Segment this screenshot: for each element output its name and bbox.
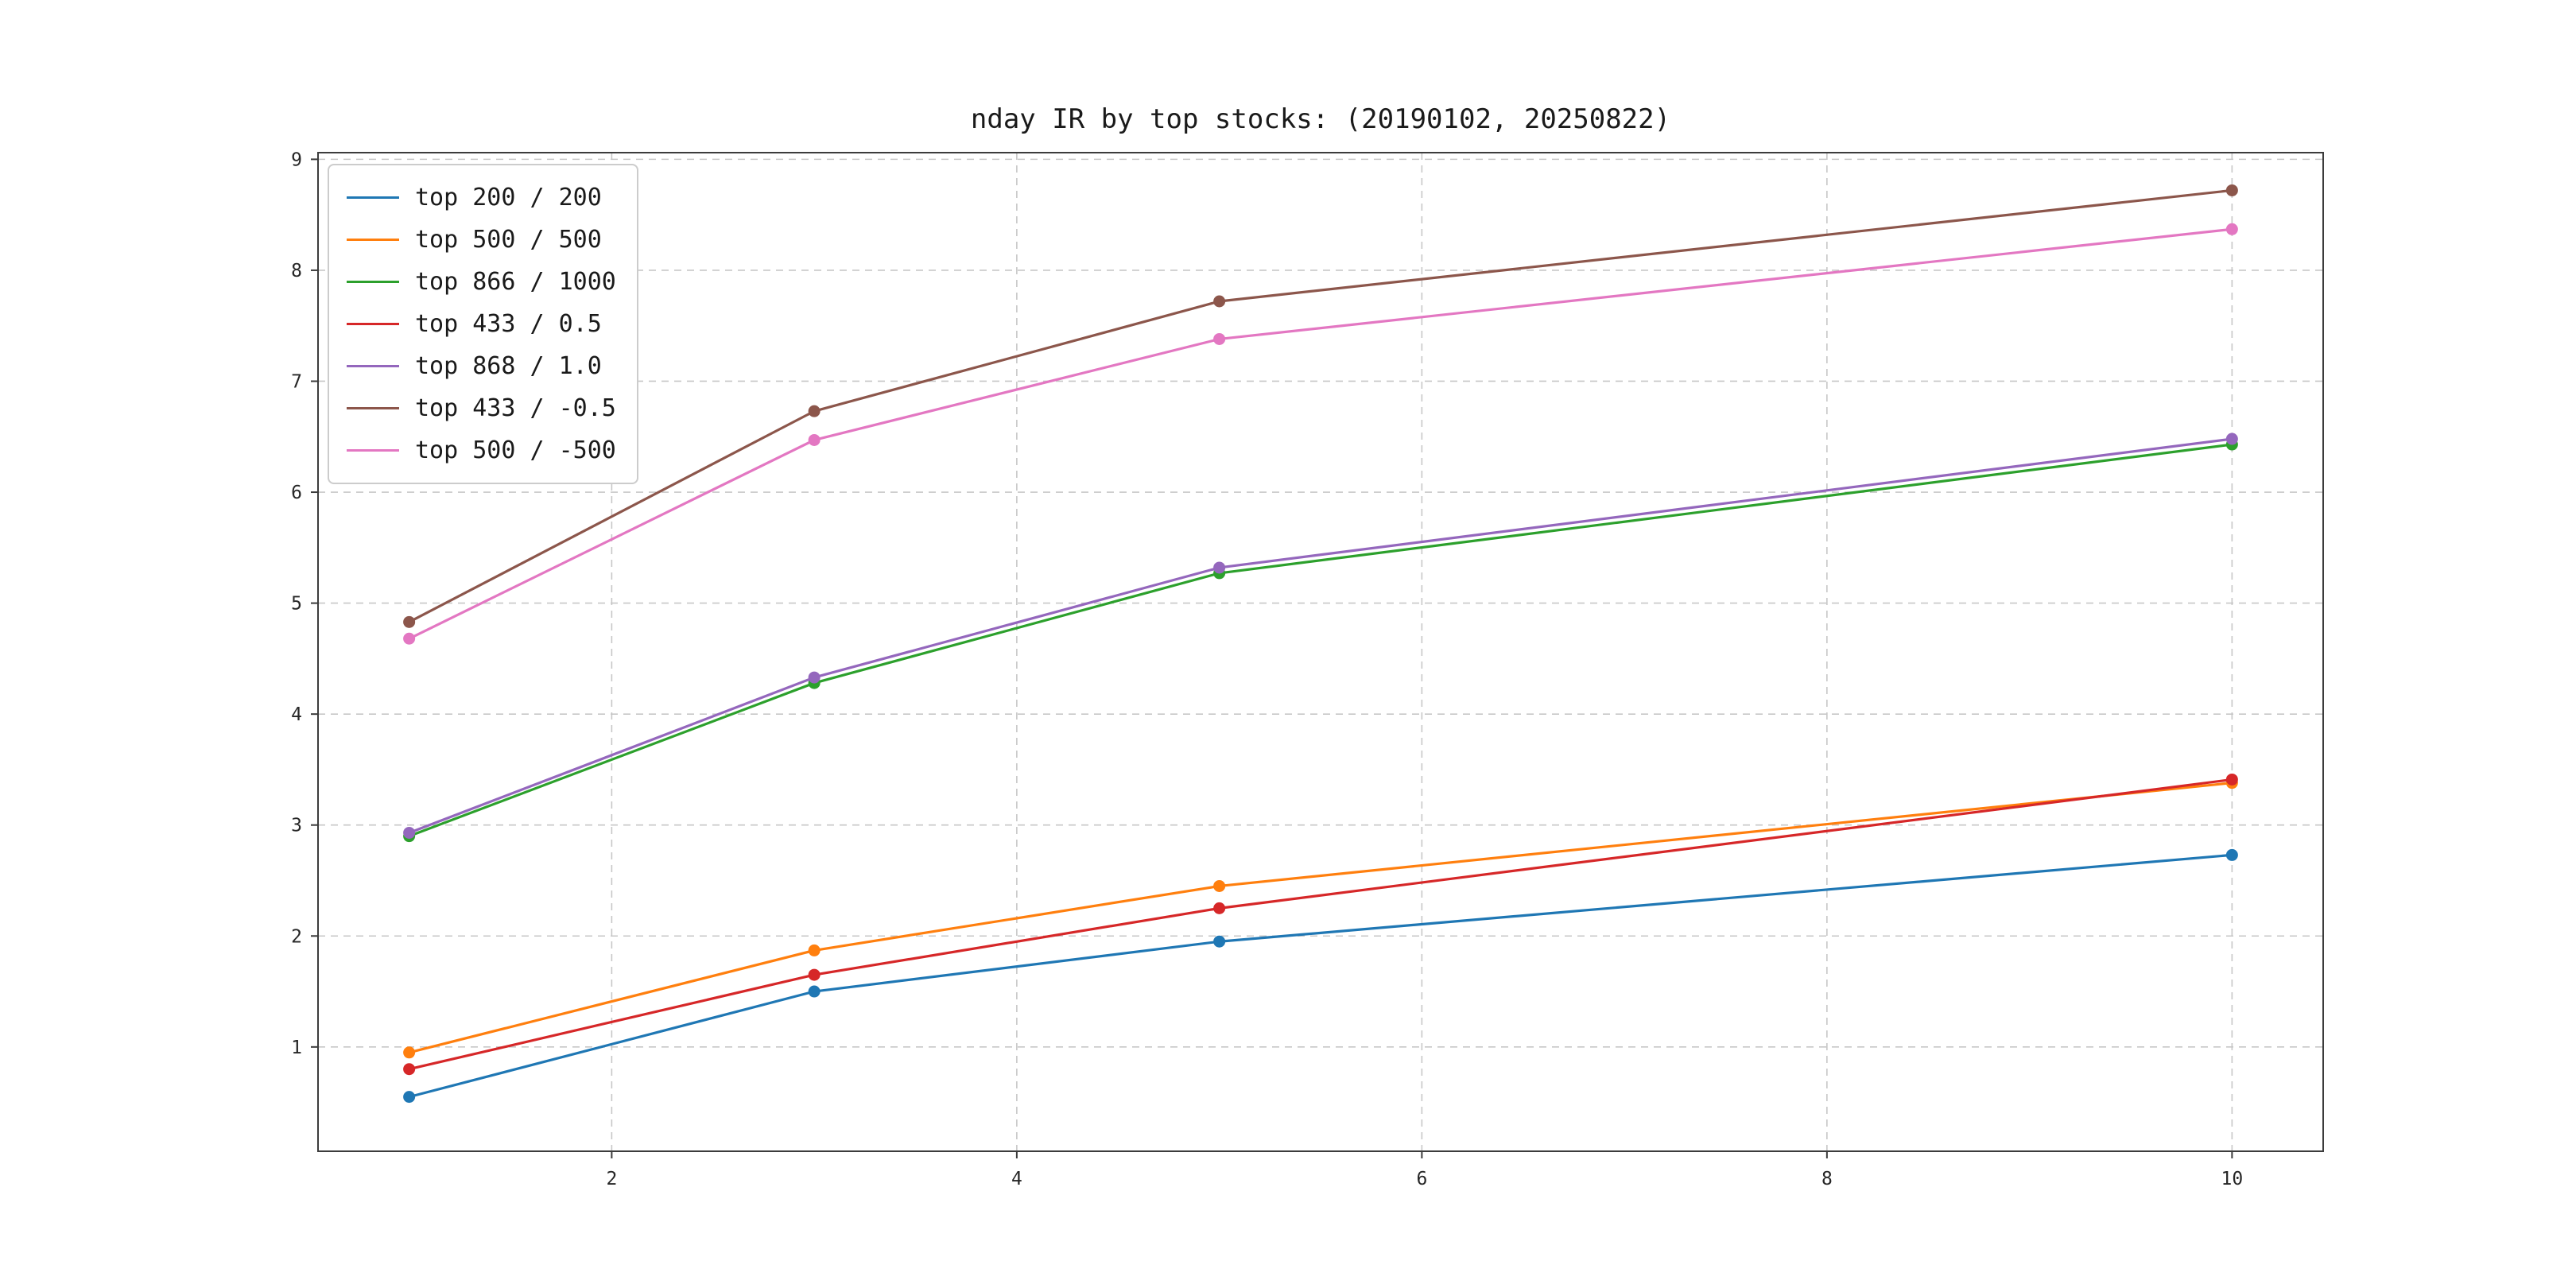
series-line	[408, 437, 2233, 835]
data-point	[808, 985, 821, 998]
series-line	[408, 227, 2233, 640]
y-tick-label: 8	[291, 261, 302, 281]
data-point	[2225, 184, 2238, 196]
data-point	[403, 1091, 416, 1104]
x-tick-label: 10	[2221, 1169, 2244, 1189]
legend-line-swatch	[347, 239, 399, 241]
data-point	[403, 1046, 416, 1059]
data-point	[2225, 848, 2238, 861]
legend-item: top 200 / 200	[347, 177, 616, 219]
data-point	[2225, 223, 2238, 235]
series-line	[408, 188, 2233, 623]
data-point	[1213, 561, 1226, 574]
legend-line-swatch	[347, 365, 399, 367]
data-point	[808, 433, 821, 446]
legend-label: top 200 / 200	[415, 184, 602, 211]
legend-item: top 433 / 0.5	[347, 303, 616, 345]
legend-item: top 868 / 1.0	[347, 345, 616, 387]
data-point	[1213, 332, 1226, 345]
data-point	[2225, 773, 2238, 786]
y-tick-label: 6	[291, 483, 302, 503]
legend-label: top 500 / -500	[415, 436, 616, 464]
y-tick-label: 1	[291, 1038, 302, 1058]
legend-label: top 433 / -0.5	[415, 394, 616, 422]
data-point	[1213, 879, 1226, 892]
x-tick-label: 6	[1416, 1169, 1427, 1189]
legend-item: top 500 / 500	[347, 219, 616, 261]
data-point	[1213, 295, 1226, 308]
legend-label: top 500 / 500	[415, 226, 602, 254]
x-tick-label: 4	[1011, 1169, 1022, 1189]
y-tick-label: 9	[291, 149, 302, 170]
data-point	[403, 1063, 416, 1076]
legend-line-swatch	[347, 281, 399, 283]
data-point	[808, 405, 821, 417]
data-point	[403, 826, 416, 839]
data-point	[808, 968, 821, 981]
legend-label: top 868 / 1.0	[415, 352, 602, 380]
series-line	[408, 443, 2233, 838]
y-tick-label: 2	[291, 926, 302, 947]
legend-label: top 433 / 0.5	[415, 310, 602, 338]
chart-title: nday IR by top stocks: (20190102, 202508…	[970, 103, 1671, 135]
series-line	[408, 782, 2233, 1054]
legend-item: top 866 / 1000	[347, 261, 616, 303]
x-tick-label: 2	[606, 1169, 617, 1189]
y-tick-label: 3	[291, 816, 302, 836]
legend-item: top 433 / -0.5	[347, 387, 616, 429]
y-tick-label: 5	[291, 594, 302, 615]
data-point	[1213, 902, 1226, 914]
data-point	[808, 944, 821, 956]
legend-line-swatch	[347, 323, 399, 325]
y-tick-label: 4	[291, 704, 302, 725]
legend-label: top 866 / 1000	[415, 268, 616, 296]
data-point	[2225, 433, 2238, 445]
legend-line-swatch	[347, 449, 399, 452]
y-tick-label: 7	[291, 371, 302, 392]
series-line	[408, 853, 2233, 1099]
legend-line-swatch	[347, 196, 399, 199]
axes-border	[317, 152, 2324, 1152]
legend-item: top 500 / -500	[347, 429, 616, 471]
data-point	[1213, 935, 1226, 948]
x-tick-label: 8	[1821, 1169, 1833, 1189]
data-point	[403, 615, 416, 628]
data-point	[403, 632, 416, 645]
legend: top 200 / 200 top 500 / 500 top 866 / 1000…	[328, 164, 638, 484]
legend-line-swatch	[347, 407, 399, 409]
series-line	[408, 778, 2233, 1071]
data-point	[808, 671, 821, 684]
